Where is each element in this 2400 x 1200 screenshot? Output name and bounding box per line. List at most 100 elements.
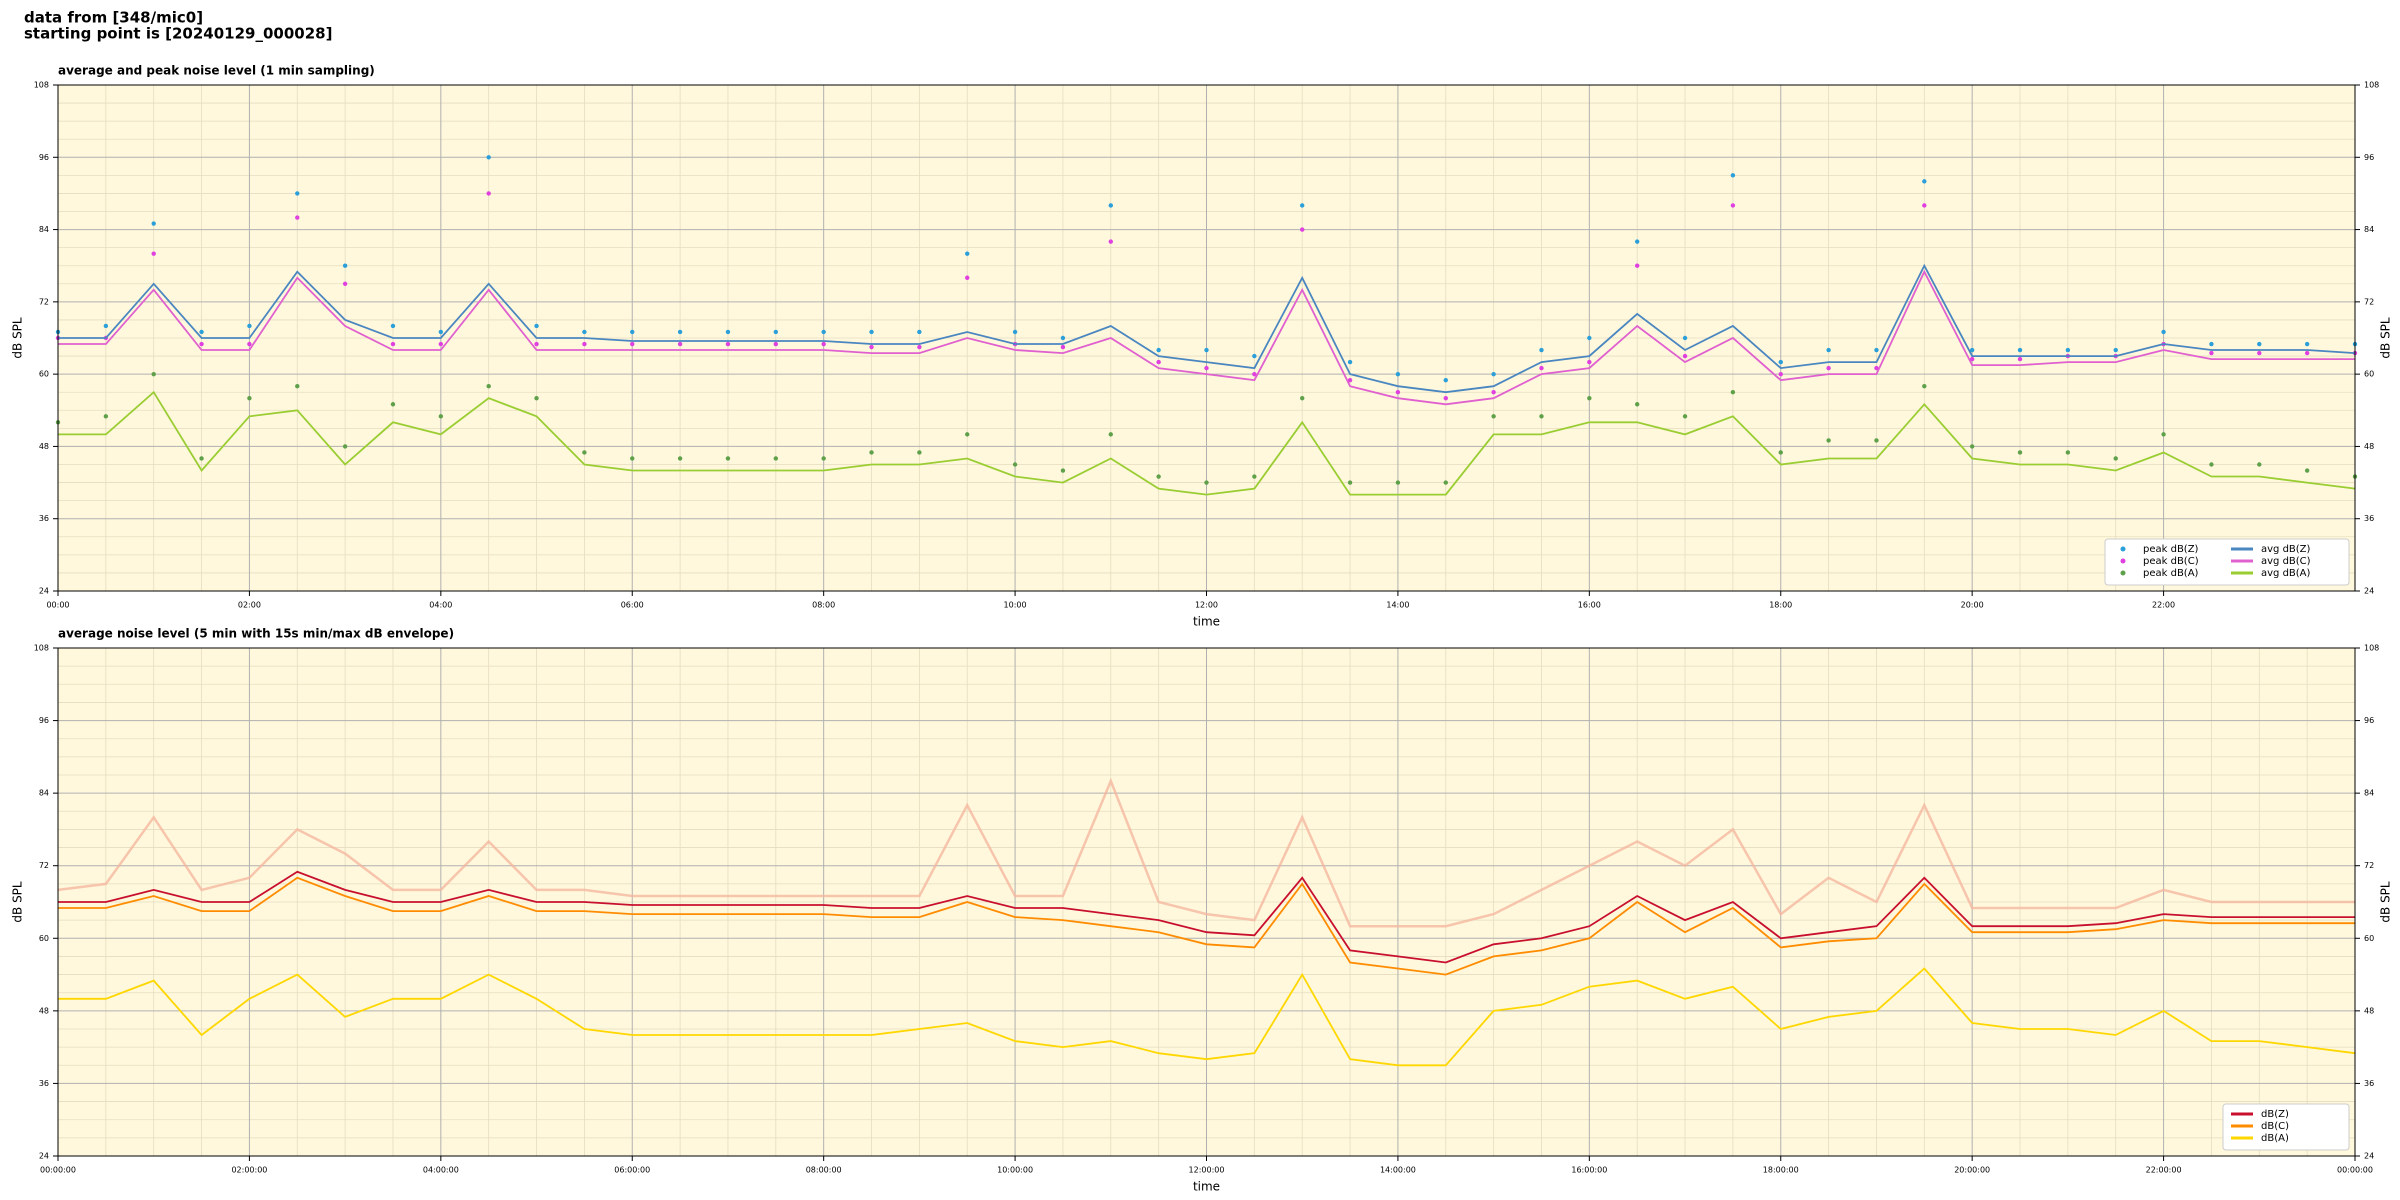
peak-point xyxy=(1682,335,1688,341)
y-tick-label-right: 96 xyxy=(2364,716,2374,725)
y-tick-label: 36 xyxy=(39,1079,49,1088)
x-tick-label: 08:00:00 xyxy=(806,1166,842,1175)
x-tick-label: 10:00:00 xyxy=(997,1166,1033,1175)
peak-point xyxy=(2257,462,2262,467)
legend-marker xyxy=(2120,546,2126,552)
peak-point xyxy=(1922,383,1927,389)
peak-point xyxy=(247,323,252,329)
peak-point xyxy=(390,402,396,407)
legend-box xyxy=(2222,1103,2350,1151)
legend-label: avg dB(A) xyxy=(2261,568,2311,579)
peak-point xyxy=(725,329,731,335)
peak-point xyxy=(725,456,731,461)
legend: peak dB(Z)peak dB(C)peak dB(A)avg dB(Z)a… xyxy=(2104,538,2350,586)
series-line xyxy=(58,967,2356,1067)
peak-point xyxy=(677,341,683,347)
peak-point xyxy=(1491,371,1496,377)
peak-point xyxy=(1874,365,1879,371)
peak-point xyxy=(1300,227,1305,232)
peak-point xyxy=(151,371,156,377)
peak-point xyxy=(1587,396,1592,401)
y-tick-label-right: 24 xyxy=(2364,1152,2374,1161)
peak-point xyxy=(630,341,635,347)
peak-point xyxy=(199,341,204,347)
peak-point xyxy=(1060,335,1066,341)
peak-point xyxy=(773,341,779,347)
source-label: data from [348/mic0] xyxy=(24,9,203,27)
peak-point xyxy=(1395,480,1401,485)
peak-point xyxy=(1156,359,1161,365)
peak-point xyxy=(534,323,539,329)
x-tick-label: 10:00 xyxy=(1004,601,1027,610)
peak-point xyxy=(1874,347,1879,353)
peak-point xyxy=(1969,356,1975,362)
x-tick-label: 18:00 xyxy=(1769,601,1792,610)
peak-point xyxy=(1204,347,1209,353)
peak-point xyxy=(1539,365,1544,371)
y-tick-label-right: 108 xyxy=(2364,81,2379,90)
peak-point xyxy=(1443,480,1448,485)
panel-title: average and peak noise level (1 min samp… xyxy=(58,64,375,78)
y-tick-label-right: 24 xyxy=(2364,587,2374,596)
series-line xyxy=(58,390,2356,496)
peak-point xyxy=(869,329,874,335)
y-tick-label: 36 xyxy=(39,514,49,523)
peak-point xyxy=(199,329,204,335)
peak-point xyxy=(2065,450,2071,455)
peak-point xyxy=(486,155,491,160)
legend-label: peak dB(A) xyxy=(2143,568,2199,579)
plot-frame xyxy=(57,647,2356,1157)
peak-point xyxy=(1060,344,1066,350)
legend-label: dB(Z) xyxy=(2261,1109,2289,1120)
peak-point xyxy=(630,456,635,461)
peak-point xyxy=(2304,468,2310,473)
y-tick-label-right: 84 xyxy=(2364,789,2374,798)
y-tick-label: 84 xyxy=(39,789,49,798)
peak-point xyxy=(821,341,826,347)
peak-point xyxy=(1060,468,1066,473)
peak-point xyxy=(1634,263,1640,268)
peak-point xyxy=(2304,341,2310,347)
peak-point xyxy=(151,221,156,226)
peak-point xyxy=(1874,438,1879,443)
peak-point xyxy=(1826,347,1831,353)
envelope-line xyxy=(57,777,2355,928)
legend-label: dB(C) xyxy=(2261,1121,2289,1132)
peak-point xyxy=(390,341,396,347)
peak-point xyxy=(199,456,204,461)
peak-point xyxy=(1204,480,1209,485)
peak-point xyxy=(869,450,874,455)
peak-point xyxy=(1634,402,1640,407)
peak-point xyxy=(917,329,922,335)
x-tick-label: 08:00 xyxy=(812,601,835,610)
y-axis-label-right: dB SPL xyxy=(2379,317,2393,359)
peak-point xyxy=(1969,347,1975,353)
legend-label: avg dB(C) xyxy=(2261,556,2311,567)
peak-point xyxy=(438,329,444,335)
peak-point xyxy=(1491,414,1496,419)
x-tick-label: 18:00:00 xyxy=(1763,1166,1799,1175)
y-tick-label-right: 48 xyxy=(2364,442,2374,451)
x-tick-label: 00:00:00 xyxy=(40,1166,76,1175)
peak-point xyxy=(2209,462,2214,467)
peak-point xyxy=(390,323,396,329)
x-tick-label: 14:00 xyxy=(1386,601,1409,610)
y-tick-label: 84 xyxy=(39,225,49,234)
peak-point xyxy=(630,329,635,335)
y-tick-label: 108 xyxy=(34,81,49,90)
peak-point xyxy=(1347,377,1353,383)
y-tick-label-right: 60 xyxy=(2364,934,2374,943)
plot-frame xyxy=(57,84,2356,592)
peak-point xyxy=(1778,450,1783,455)
peak-point xyxy=(295,383,300,389)
series-line xyxy=(58,870,2355,964)
series-line xyxy=(58,876,2355,976)
x-tick-label: 04:00:00 xyxy=(423,1166,459,1175)
x-tick-label: 04:00 xyxy=(429,601,452,610)
peak-point xyxy=(821,456,826,461)
peak-point xyxy=(1922,203,1927,208)
peak-point xyxy=(1347,359,1353,365)
peak-point xyxy=(677,456,683,461)
peak-point xyxy=(1539,347,1544,353)
peak-point xyxy=(1969,444,1975,449)
